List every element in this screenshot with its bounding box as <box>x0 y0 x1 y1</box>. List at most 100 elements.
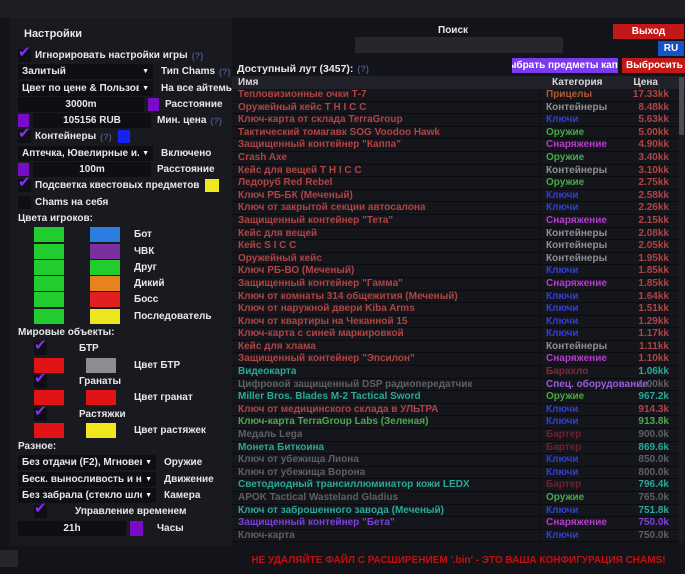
player-color-swatch-secondary[interactable] <box>90 308 120 324</box>
table-row[interactable]: Ключ от наружной двери Kiba Arms Ключи 1… <box>232 303 685 316</box>
player-color-swatch-secondary[interactable] <box>90 243 120 259</box>
world-color-swatch-primary[interactable] <box>34 357 64 373</box>
table-row[interactable]: Оружейный кейс T H I C C Контейнеры 8.48… <box>232 101 685 115</box>
player-color-swatch-secondary[interactable] <box>90 292 120 308</box>
item-name: Защищенный контейнер "Бета" <box>238 517 395 529</box>
table-row[interactable]: Ключ-карта Ключи 750.0k <box>232 529 685 543</box>
hours-input[interactable]: 21h <box>18 520 126 536</box>
min-price-input[interactable]: 105156 RUB <box>33 113 151 129</box>
table-row[interactable]: Кейс S I C C Контейнеры 2.05kk <box>232 240 685 253</box>
misc-dropdown[interactable]: Беск. выносливость и нет уста ▼ <box>18 471 156 487</box>
table-row[interactable]: Ключ от заброшенного завода (Меченый) Кл… <box>232 504 685 518</box>
player-color-swatch-secondary[interactable] <box>90 227 120 243</box>
help-hint[interactable]: (?) <box>100 131 112 142</box>
language-button[interactable]: RU <box>658 41 684 56</box>
player-color-swatch-secondary[interactable] <box>90 259 120 275</box>
table-row[interactable]: Видеокарта Барахло 1.06kk <box>232 366 685 379</box>
column-header-name[interactable]: Имя <box>238 77 259 88</box>
table-row[interactable]: Ключ-карта от склада TerraGroup Ключи 5.… <box>232 114 685 127</box>
table-row[interactable]: Кейс для вещей T H I C C Контейнеры 3.10… <box>232 164 685 178</box>
table-row[interactable]: Ключ-карта с синей маркировкой Ключи 1.1… <box>232 328 685 341</box>
table-row[interactable]: Ключ-карта TerraGroup Labs (Зеленая) Клю… <box>232 416 685 430</box>
distance-input[interactable]: 3000m <box>18 96 144 112</box>
chams-self-checkbox[interactable] <box>18 195 31 209</box>
table-row[interactable]: Crash Axe Оружие 3.40kk <box>232 151 685 165</box>
containers-filter-dropdown[interactable]: Аптечка, Ювелирные и... ▼ <box>18 145 153 161</box>
column-header-category[interactable]: Категория <box>552 77 603 88</box>
table-row[interactable]: APOK Tactical Wasteland Gladius Оружие 7… <box>232 492 685 505</box>
misc-dropdown[interactable]: Без забрала (стекло шлема) ▼ <box>18 488 156 504</box>
table-row[interactable]: Ледоруб Red Rebel Оружие 2.75kk <box>232 177 685 190</box>
table-row[interactable]: Ключ от закрытой секции автосалона Ключи… <box>232 202 685 215</box>
table-row[interactable]: Ключ РБ-ВО (Меченый) Ключи 1.85kk <box>232 265 685 278</box>
ignore-game-settings-row: ✔ Игнорировать настройки игры (?) <box>10 44 232 63</box>
table-row[interactable]: Медаль Lega Бартер 900.0k <box>232 429 685 442</box>
table-row[interactable]: Ключ от комнаты 314 общежития (Меченый) … <box>232 290 685 304</box>
player-color-swatch-primary[interactable] <box>34 292 64 308</box>
world-object-checkbox[interactable]: ✔ <box>34 370 47 388</box>
ignore-game-settings-checkbox[interactable]: ✔ <box>18 44 31 62</box>
player-color-swatch-primary[interactable] <box>34 259 64 275</box>
item-price: 1.06kk <box>638 366 669 378</box>
table-row[interactable]: Защищенный контейнер "Бета" Снаряжение 7… <box>232 517 685 530</box>
player-color-swatch-primary[interactable] <box>34 308 64 324</box>
world-object-checkbox[interactable]: ✔ <box>34 403 47 421</box>
table-row[interactable]: Ключ от медицинского склада в УЛЬТРА Клю… <box>232 403 685 417</box>
quest-highlight-color-swatch[interactable] <box>205 179 220 193</box>
help-hint[interactable]: (?) <box>357 64 369 74</box>
help-hint[interactable]: (?) <box>191 50 204 61</box>
search-input[interactable] <box>355 37 563 53</box>
table-row[interactable]: Защищенный контейнер "Тета" Снаряжение 2… <box>232 214 685 228</box>
world-object-checkbox[interactable]: ✔ <box>34 337 47 356</box>
corner-box[interactable] <box>0 550 18 567</box>
table-row[interactable]: Кейс для вещей Контейнеры 2.08kk <box>232 227 685 241</box>
item-category: Контейнеры <box>546 252 608 264</box>
table-row[interactable]: Miller Bros. Blades M-2 Tactical Sword О… <box>232 391 685 404</box>
exit-button[interactable]: Выход <box>613 24 684 39</box>
containers-color-swatch[interactable] <box>117 130 130 144</box>
column-header-price[interactable]: Цена <box>633 77 658 88</box>
table-row[interactable]: Ключ РБ-БК (Меченый) Ключи 2.58kk <box>232 189 685 203</box>
world-color-swatch-primary[interactable] <box>34 390 64 406</box>
min-price-color-swatch[interactable] <box>18 114 29 128</box>
world-color-swatch-secondary[interactable] <box>86 390 116 406</box>
select-kappa-items-button[interactable]: Выбрать предметы каппа <box>512 58 618 73</box>
drop-all-button[interactable]: Выбросить все <box>622 58 685 73</box>
hours-color-swatch[interactable] <box>130 520 143 536</box>
world-color-swatch-secondary[interactable] <box>86 422 116 438</box>
table-row[interactable]: Ключ от убежища Лиона Ключи 850.0k <box>232 454 685 467</box>
distance-color-swatch[interactable] <box>148 97 159 111</box>
chams-type-dropdown[interactable]: Залитый ▼ <box>18 64 153 80</box>
table-row[interactable]: Оружейный кейс Контейнеры 1.95kk <box>232 252 685 266</box>
table-row[interactable]: Ключ от убежища Ворона Ключи 800.0k <box>232 466 685 480</box>
time-control-checkbox[interactable]: ✔ <box>34 500 47 519</box>
player-color-swatch-secondary[interactable] <box>90 276 120 292</box>
player-color-swatch-primary[interactable] <box>34 227 64 243</box>
containers-distance-color-swatch[interactable] <box>18 163 29 177</box>
table-row[interactable]: Защищенный контейнер "Каппа" Снаряжение … <box>232 139 685 152</box>
containers-distance-input[interactable]: 100m <box>33 162 151 178</box>
table-row[interactable]: Светодиодный трансиллюминатор кожи LEDX … <box>232 479 685 492</box>
quest-highlight-checkbox[interactable]: ✔ <box>18 174 31 193</box>
containers-checkbox[interactable]: ✔ <box>18 125 31 144</box>
world-color-swatch-secondary[interactable] <box>86 357 116 373</box>
table-row[interactable]: Ключ от квартиры на Чеканной 15 Ключи 1.… <box>232 315 685 329</box>
scrollbar-thumb[interactable] <box>679 77 684 135</box>
table-row[interactable]: Цифровой защищенный DSP радиопередатчик … <box>232 378 685 392</box>
scrollbar[interactable] <box>679 76 684 543</box>
item-category: Контейнеры <box>546 340 608 352</box>
player-color-swatch-primary[interactable] <box>34 243 64 259</box>
table-row[interactable]: Защищенный контейнер "Эпсилон" Снаряжени… <box>232 353 685 367</box>
all-items-dropdown[interactable]: Цвет по цене & Пользователы ▼ <box>18 80 153 96</box>
table-row[interactable]: Монета Биткоина Бартер 869.6k <box>232 441 685 455</box>
table-row[interactable]: Защищенный контейнер "Гамма" Снаряжение … <box>232 277 685 291</box>
item-category: Снаряжение <box>546 277 607 289</box>
player-color-swatch-primary[interactable] <box>34 276 64 292</box>
table-row[interactable]: Тактический томагавк SOG Voodoo Hawk Ору… <box>232 126 685 140</box>
table-row[interactable]: Кейс для хлама Контейнеры 1.11kk <box>232 340 685 354</box>
help-hint[interactable]: (?) <box>210 115 222 126</box>
world-color-swatch-primary[interactable] <box>34 422 64 438</box>
misc-dropdown[interactable]: Без отдачи (F2), Мгновенное п ▼ <box>18 455 156 471</box>
help-hint[interactable]: (?) <box>219 66 231 77</box>
table-row[interactable]: Тепловизионные очки Т-7 Прицелы 17.33kk <box>232 89 685 102</box>
